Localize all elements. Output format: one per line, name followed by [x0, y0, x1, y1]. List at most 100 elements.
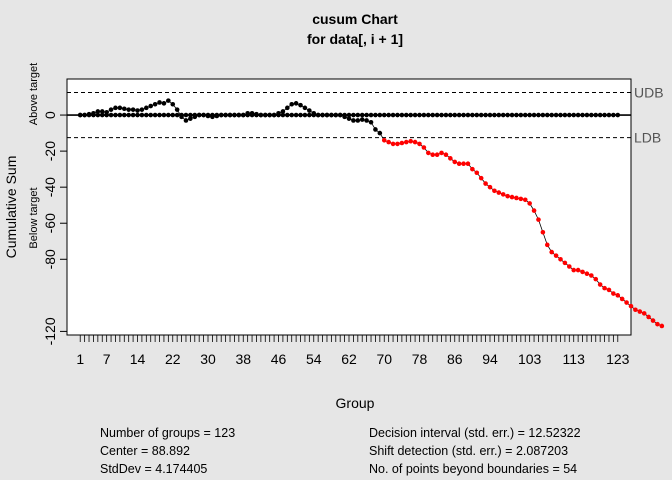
- point-beyond-boundary: [478, 175, 484, 181]
- data-point: [487, 112, 493, 118]
- data-point: [527, 112, 532, 118]
- data-point: [474, 112, 480, 118]
- point-beyond-boundary: [553, 253, 559, 258]
- data-point: [285, 105, 290, 111]
- point-beyond-boundary: [571, 267, 577, 273]
- point-beyond-boundary: [470, 166, 475, 172]
- data-point: [249, 112, 255, 118]
- data-point: [152, 101, 158, 107]
- data-point: [130, 107, 136, 112]
- data-point: [514, 112, 519, 118]
- point-beyond-boundary: [633, 307, 638, 313]
- data-point: [395, 112, 400, 118]
- data-point: [492, 112, 497, 118]
- point-beyond-boundary: [487, 184, 493, 190]
- data-point: [329, 112, 334, 118]
- x-tick-label: 86: [447, 351, 463, 367]
- data-point: [271, 112, 277, 118]
- point-beyond-boundary: [395, 141, 400, 147]
- data-point: [399, 112, 405, 118]
- point-beyond-boundary: [439, 150, 444, 156]
- data-point: [121, 112, 127, 118]
- x-tick-label: 46: [271, 351, 287, 367]
- data-point: [500, 112, 506, 118]
- data-point: [509, 112, 515, 118]
- x-tick-label: 7: [103, 351, 111, 367]
- data-point: [562, 112, 568, 118]
- data-point: [611, 112, 616, 118]
- data-point: [157, 112, 162, 118]
- point-beyond-boundary: [589, 273, 594, 278]
- data-point: [355, 118, 361, 123]
- data-point: [121, 106, 127, 112]
- data-point: [359, 112, 365, 118]
- point-beyond-boundary: [500, 192, 506, 197]
- x-tick-label: 30: [200, 351, 216, 367]
- data-point: [293, 112, 299, 118]
- data-point: [602, 112, 607, 118]
- data-point: [536, 112, 541, 118]
- point-beyond-boundary: [408, 138, 413, 144]
- point-beyond-boundary: [650, 318, 656, 323]
- point-beyond-boundary: [522, 197, 528, 203]
- point-beyond-boundary: [390, 141, 396, 147]
- data-point: [183, 118, 189, 123]
- x-tick-label: 14: [130, 351, 146, 367]
- point-beyond-boundary: [536, 217, 541, 222]
- stat-points-beyond: No. of points beyond boundaries = 54: [369, 462, 577, 476]
- data-point: [456, 112, 462, 118]
- chart-subtitle: for data[, i + 1]: [307, 31, 403, 47]
- point-beyond-boundary: [492, 188, 497, 194]
- data-point: [223, 112, 228, 118]
- point-beyond-boundary: [417, 141, 422, 147]
- data-series: [77, 98, 665, 329]
- data-point: [99, 112, 105, 118]
- data-point: [205, 112, 211, 118]
- data-point: [333, 112, 339, 118]
- data-point: [351, 112, 356, 118]
- data-point: [606, 112, 612, 118]
- data-point: [95, 109, 101, 114]
- data-point: [558, 112, 563, 118]
- data-point: [126, 107, 131, 112]
- data-point: [553, 112, 559, 118]
- data-point: [531, 112, 537, 118]
- x-tick-label: 70: [376, 351, 392, 367]
- data-point: [117, 112, 123, 118]
- point-beyond-boundary: [465, 161, 471, 167]
- data-point: [161, 101, 167, 106]
- data-point: [280, 109, 286, 114]
- point-beyond-boundary: [593, 276, 599, 282]
- point-beyond-boundary: [540, 229, 546, 235]
- data-point: [245, 112, 250, 118]
- data-point: [293, 101, 299, 106]
- point-beyond-boundary: [514, 195, 519, 201]
- x-tick-label: 1: [76, 351, 84, 367]
- point-beyond-boundary: [430, 152, 436, 158]
- ldb-label: LDB: [634, 130, 661, 146]
- data-point: [104, 112, 109, 118]
- data-point: [364, 112, 369, 118]
- data-point: [346, 112, 352, 118]
- data-point: [170, 112, 176, 118]
- y-tick-label: 0: [42, 111, 58, 119]
- point-beyond-boundary: [544, 242, 550, 248]
- data-point: [549, 112, 554, 118]
- data-point: [174, 112, 180, 118]
- data-point: [465, 112, 471, 118]
- data-point: [589, 112, 594, 118]
- data-point: [580, 112, 585, 118]
- data-point: [430, 112, 436, 118]
- data-point: [77, 112, 83, 118]
- data-point: [368, 112, 374, 118]
- stat-decision-interval: Decision interval (std. err.) = 12.52322: [369, 426, 581, 440]
- x-axis-label: Group: [336, 395, 375, 411]
- stat-shift-detection: Shift detection (std. err.) = 2.087203: [369, 444, 568, 458]
- data-point: [421, 112, 427, 118]
- data-point: [232, 112, 237, 118]
- data-point: [289, 101, 295, 107]
- x-tick-label: 103: [518, 351, 542, 367]
- data-point: [196, 112, 202, 118]
- data-point: [571, 112, 577, 118]
